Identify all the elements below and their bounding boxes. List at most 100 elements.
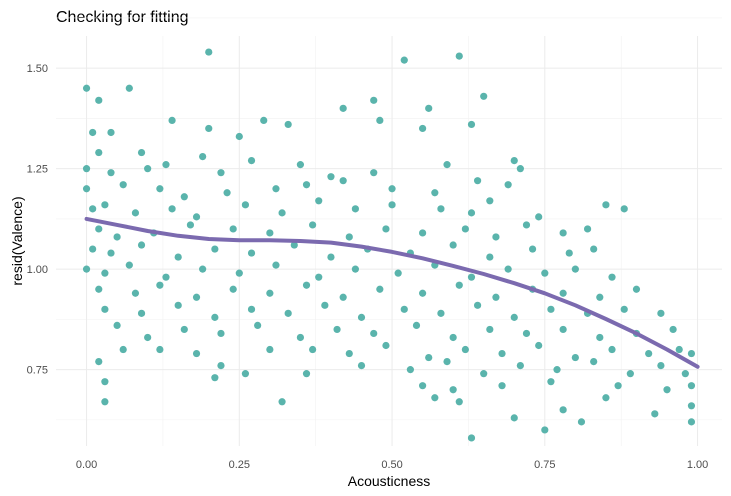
data-point [504, 181, 512, 189]
data-point [559, 289, 567, 297]
data-point [192, 213, 201, 221]
data-point [327, 173, 335, 181]
data-point [315, 273, 323, 281]
data-point [156, 281, 164, 289]
data-point [174, 301, 182, 309]
data-point [406, 366, 414, 374]
x-tick-label: 1.00 [687, 459, 708, 471]
data-point [535, 341, 543, 350]
data-point [608, 273, 616, 281]
data-point [192, 293, 201, 301]
y-axis-title: resid(Valence) [9, 196, 25, 285]
data-point [168, 116, 176, 125]
data-point [467, 209, 476, 217]
data-point [535, 213, 543, 221]
data-point [376, 285, 384, 293]
data-point [455, 52, 463, 60]
data-point [82, 185, 91, 193]
data-point [309, 221, 317, 229]
data-point [137, 241, 146, 249]
data-point [144, 333, 152, 342]
data-point [663, 386, 671, 394]
data-point [370, 169, 378, 177]
data-point [247, 249, 256, 257]
data-point [388, 185, 396, 193]
data-point [137, 309, 146, 317]
data-point [382, 225, 390, 233]
data-point [89, 205, 97, 213]
data-point [590, 357, 598, 366]
data-point [156, 185, 164, 193]
data-point [351, 205, 359, 213]
data-point [278, 398, 286, 406]
y-axis-ticks: 0.75 1.00 1.25 1.50 [27, 63, 48, 376]
data-point [131, 209, 140, 217]
data-point [309, 345, 317, 354]
y-tick-label: 0.75 [27, 365, 48, 377]
data-point [498, 349, 506, 358]
data-point [626, 370, 634, 378]
data-point [412, 321, 421, 330]
data-point [290, 241, 298, 249]
data-point [82, 265, 91, 273]
x-axis-ticks: 0.00 0.25 0.50 0.75 1.00 [76, 459, 708, 471]
data-point [162, 161, 170, 169]
data-point [516, 165, 524, 173]
data-point [296, 333, 305, 342]
data-point [89, 128, 97, 137]
data-point [137, 148, 146, 157]
data-point [400, 56, 408, 64]
x-tick-label: 0.00 [76, 459, 97, 471]
y-tick-label: 1.00 [27, 264, 48, 276]
y-tick-label: 1.50 [27, 63, 48, 75]
data-point [559, 406, 567, 414]
data-point [339, 293, 347, 301]
data-point [419, 289, 427, 297]
data-point [119, 181, 127, 189]
data-point [431, 394, 439, 402]
data-point [577, 418, 586, 426]
data-point [315, 197, 323, 205]
data-point [443, 357, 451, 366]
data-point [467, 120, 476, 129]
data-point [211, 245, 219, 253]
data-point [455, 398, 463, 406]
data-point [278, 209, 286, 217]
data-point [82, 165, 91, 173]
data-point [596, 293, 604, 301]
grid [56, 17, 722, 446]
data-point [101, 201, 109, 209]
data-point [205, 124, 213, 133]
data-point [345, 233, 353, 241]
data-point [528, 245, 537, 253]
data-point [473, 301, 482, 309]
data-point [217, 362, 225, 370]
data-point [437, 205, 445, 213]
data-point [486, 325, 494, 334]
data-point [492, 293, 500, 301]
data-point [217, 169, 225, 177]
data-point [657, 309, 665, 317]
data-point [113, 321, 121, 330]
data-point [89, 245, 97, 253]
data-point [632, 285, 641, 293]
data-point [596, 333, 604, 342]
data-point [461, 345, 469, 354]
x-tick-label: 0.75 [534, 459, 555, 471]
data-point [461, 225, 469, 233]
data-point [388, 201, 396, 209]
data-point [302, 370, 311, 378]
data-point [235, 269, 243, 277]
data-point [272, 185, 280, 193]
data-point [425, 353, 433, 362]
smooth-fit-layer [84, 216, 700, 369]
data-point [186, 221, 195, 229]
data-point [321, 301, 329, 309]
data-point [260, 116, 268, 125]
data-point [266, 229, 274, 237]
data-point [522, 329, 531, 338]
data-point [302, 181, 311, 189]
data-point [510, 157, 518, 165]
y-tick-label: 1.25 [27, 164, 48, 176]
data-point [382, 341, 390, 350]
